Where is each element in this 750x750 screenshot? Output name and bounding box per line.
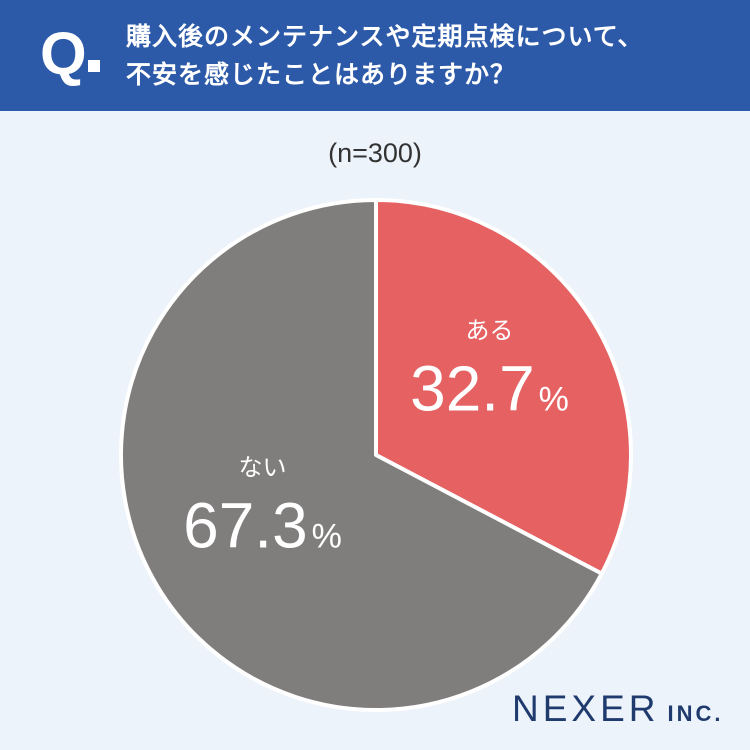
slice-label-1: ない (239, 454, 287, 482)
logo-main: NEXER (512, 688, 660, 729)
question-header: Q 購入後のメンテナンスや定期点検について、 不安を感じたことはありますか？ (0, 0, 750, 111)
q-mark: Q (40, 20, 87, 87)
pie-slice-1 (119, 198, 604, 712)
slice-value-1: 67.3% (183, 490, 342, 562)
question-line-1: 購入後のメンテナンスや定期点検について、 (126, 22, 644, 51)
question-text: 購入後のメンテナンスや定期点検について、 不安を感じたことはありますか？ (126, 18, 726, 94)
logo-suffix: INC. (667, 701, 724, 726)
pie-slice-0 (374, 198, 633, 576)
question-line-2: 不安を感じたことはありますか？ (126, 60, 517, 89)
sample-size-label: (n=300) (328, 138, 422, 168)
nexer-logo: NEXER INC. (512, 688, 723, 730)
slice-label-0: ある (465, 316, 513, 344)
slice-value-0: 32.7% (410, 352, 569, 424)
q-dot (88, 60, 100, 72)
